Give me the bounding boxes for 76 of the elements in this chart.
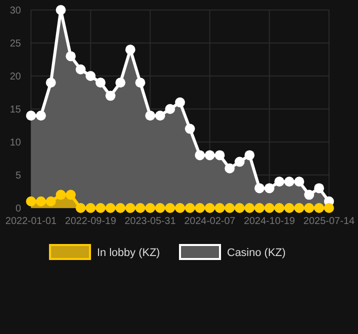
x-tick-label: 2024-02-07 — [184, 216, 236, 227]
point — [314, 203, 324, 213]
point — [204, 150, 215, 160]
point — [46, 196, 56, 206]
point — [26, 110, 36, 121]
point — [105, 90, 116, 101]
y-tick-label: 20 — [10, 72, 22, 82]
point — [234, 156, 245, 167]
point — [86, 71, 96, 81]
x-tick-label: 2024-10-19 — [244, 216, 296, 227]
point — [304, 203, 314, 213]
point — [26, 196, 36, 206]
point — [254, 203, 264, 213]
point — [324, 203, 334, 213]
point — [304, 190, 314, 200]
point — [145, 203, 156, 213]
point — [204, 203, 215, 213]
point — [175, 97, 185, 108]
point — [96, 203, 106, 213]
point — [86, 203, 96, 213]
x-tick-label: 2025-07-14 — [303, 216, 356, 227]
y-tick-label: 30 — [10, 6, 22, 16]
point — [66, 51, 76, 62]
y-tick-label: 15 — [10, 104, 22, 116]
x-tick-label: 2023-05-31 — [124, 216, 176, 227]
point — [135, 203, 146, 213]
point — [175, 203, 185, 213]
point — [155, 110, 166, 121]
point — [194, 150, 205, 160]
y-tick-label: 10 — [10, 138, 22, 148]
point — [56, 5, 66, 15]
point — [224, 203, 235, 213]
point — [125, 203, 136, 213]
point — [76, 64, 86, 74]
y-tick-label: 5 — [15, 170, 22, 182]
y-tick-label: 0 — [15, 204, 22, 214]
point — [66, 190, 76, 200]
point — [214, 150, 225, 160]
point — [145, 110, 156, 121]
y-tick-label: 25 — [10, 38, 22, 50]
point — [105, 203, 116, 213]
point — [96, 78, 106, 88]
x-tick-label: 2022-01-01 — [5, 216, 58, 227]
point — [264, 203, 274, 213]
x-tick-label: 2022-09-19 — [65, 216, 117, 227]
point — [165, 203, 176, 213]
point — [125, 44, 136, 55]
point — [244, 150, 255, 160]
point — [115, 78, 126, 88]
point — [284, 203, 294, 213]
point — [284, 176, 294, 187]
point — [314, 183, 324, 194]
point — [56, 190, 66, 200]
point — [224, 163, 235, 174]
point — [184, 124, 195, 134]
point — [234, 203, 245, 213]
point — [46, 78, 56, 88]
legend-label: Casino (KZ) — [227, 246, 286, 259]
point — [36, 196, 46, 206]
point — [184, 203, 195, 213]
point — [155, 203, 166, 213]
point — [36, 110, 46, 121]
point — [264, 183, 274, 194]
point — [244, 203, 255, 213]
point — [165, 104, 176, 114]
legend-label: In lobby (KZ) — [97, 246, 160, 259]
point — [135, 78, 146, 88]
point — [76, 203, 86, 213]
point — [194, 203, 205, 213]
point — [274, 176, 284, 187]
point — [274, 203, 284, 213]
point — [294, 203, 304, 213]
point — [115, 203, 126, 213]
point — [214, 203, 225, 213]
point — [254, 183, 264, 194]
point — [294, 176, 304, 187]
